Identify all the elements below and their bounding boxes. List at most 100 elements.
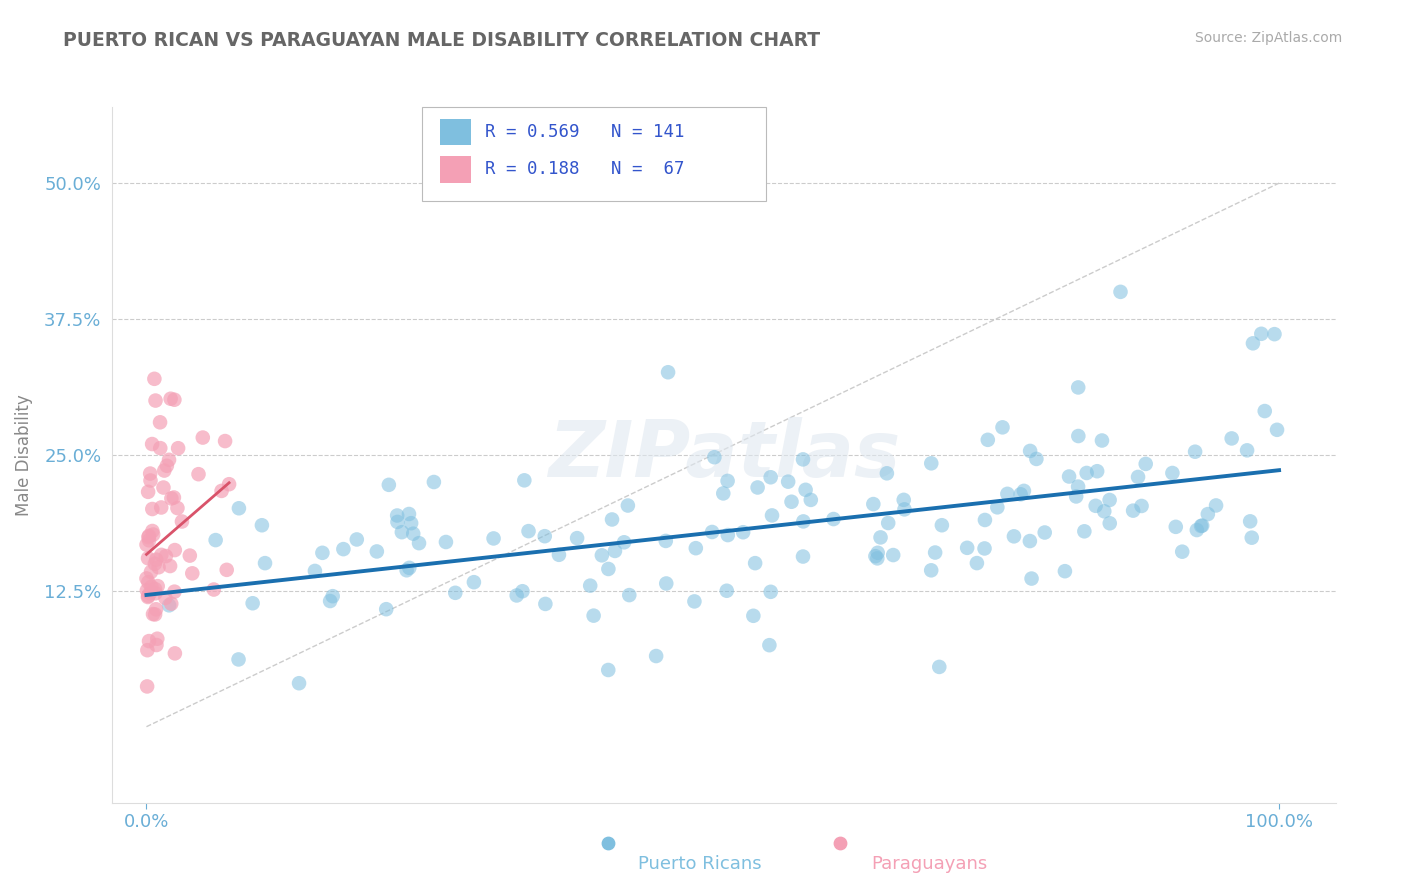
Point bbox=[253, 556, 276, 570]
Point bbox=[402, 526, 425, 541]
Point bbox=[138, 529, 160, 543]
Point bbox=[517, 524, 540, 538]
Point bbox=[375, 602, 398, 616]
Point bbox=[191, 431, 214, 445]
Point bbox=[155, 549, 177, 563]
Point bbox=[685, 541, 707, 556]
Point bbox=[1240, 531, 1263, 545]
Point bbox=[716, 583, 738, 598]
Point bbox=[617, 499, 640, 513]
Point bbox=[534, 597, 557, 611]
Point bbox=[149, 415, 172, 429]
Point bbox=[145, 393, 167, 408]
Point bbox=[1002, 529, 1025, 543]
Point bbox=[1067, 380, 1090, 394]
Point bbox=[1057, 469, 1080, 483]
Point bbox=[794, 483, 817, 497]
Point bbox=[645, 648, 668, 663]
Point bbox=[780, 495, 803, 509]
Point bbox=[399, 516, 422, 531]
Point bbox=[141, 580, 163, 594]
Point bbox=[619, 588, 641, 602]
Point bbox=[1067, 429, 1090, 443]
Point bbox=[136, 589, 159, 603]
Point bbox=[163, 584, 186, 599]
Point bbox=[893, 492, 915, 507]
Point bbox=[142, 527, 165, 541]
Point bbox=[1092, 504, 1115, 518]
Point bbox=[135, 583, 157, 598]
Y-axis label: Male Disability: Male Disability bbox=[15, 394, 32, 516]
Point bbox=[145, 586, 167, 600]
Point bbox=[920, 563, 942, 577]
Point bbox=[533, 529, 555, 543]
Point bbox=[150, 500, 173, 515]
Point bbox=[166, 501, 188, 516]
Point bbox=[973, 541, 995, 556]
Point bbox=[882, 548, 904, 562]
Point bbox=[931, 518, 953, 533]
Point bbox=[163, 646, 186, 660]
Point bbox=[155, 591, 177, 605]
Point bbox=[1263, 327, 1285, 342]
Point bbox=[1067, 480, 1090, 494]
Text: PUERTO RICAN VS PARAGUAYAN MALE DISABILITY CORRELATION CHART: PUERTO RICAN VS PARAGUAYAN MALE DISABILI… bbox=[63, 31, 820, 50]
Point bbox=[1220, 432, 1243, 446]
Point bbox=[717, 528, 740, 542]
Point bbox=[148, 560, 170, 574]
Point bbox=[920, 456, 942, 470]
Point bbox=[228, 501, 250, 516]
Point bbox=[145, 638, 167, 652]
Point bbox=[742, 608, 765, 623]
Point bbox=[322, 589, 344, 603]
Point bbox=[513, 473, 536, 487]
Point bbox=[136, 680, 159, 694]
Point bbox=[138, 530, 160, 544]
Point bbox=[143, 557, 166, 571]
Point bbox=[141, 437, 163, 451]
Point bbox=[808, 782, 831, 797]
Point bbox=[823, 512, 845, 526]
Point bbox=[398, 507, 420, 521]
Point bbox=[218, 477, 240, 491]
Point bbox=[366, 544, 388, 558]
Point bbox=[716, 474, 738, 488]
Point bbox=[893, 502, 915, 516]
Point bbox=[995, 487, 1018, 501]
Point bbox=[1010, 487, 1032, 501]
Point bbox=[214, 434, 236, 448]
Point bbox=[160, 491, 183, 506]
Point bbox=[744, 556, 766, 570]
Point bbox=[877, 516, 900, 530]
Point bbox=[1239, 514, 1261, 528]
Point bbox=[1019, 444, 1042, 458]
Point bbox=[974, 513, 997, 527]
Point bbox=[211, 483, 233, 498]
Point bbox=[956, 541, 979, 555]
Point bbox=[792, 515, 814, 529]
Text: R = 0.188   N =  67: R = 0.188 N = 67 bbox=[485, 161, 685, 178]
Point bbox=[866, 546, 889, 560]
Point bbox=[1254, 404, 1277, 418]
Point bbox=[565, 531, 588, 545]
Point bbox=[792, 549, 814, 564]
Point bbox=[759, 584, 782, 599]
Point bbox=[135, 538, 157, 552]
Point bbox=[138, 533, 160, 548]
Point bbox=[187, 467, 209, 482]
Point bbox=[876, 467, 898, 481]
Point bbox=[378, 478, 401, 492]
Point bbox=[157, 452, 180, 467]
Point bbox=[865, 549, 887, 564]
Point bbox=[202, 582, 225, 597]
Point bbox=[139, 586, 162, 600]
Point bbox=[613, 535, 636, 549]
Point bbox=[395, 563, 418, 577]
Point bbox=[215, 563, 238, 577]
Point bbox=[150, 548, 173, 562]
Text: Source: ZipAtlas.com: Source: ZipAtlas.com bbox=[1195, 31, 1343, 45]
Point bbox=[156, 458, 179, 473]
Point bbox=[1098, 493, 1121, 508]
Point bbox=[1021, 572, 1043, 586]
Point bbox=[1189, 519, 1212, 533]
